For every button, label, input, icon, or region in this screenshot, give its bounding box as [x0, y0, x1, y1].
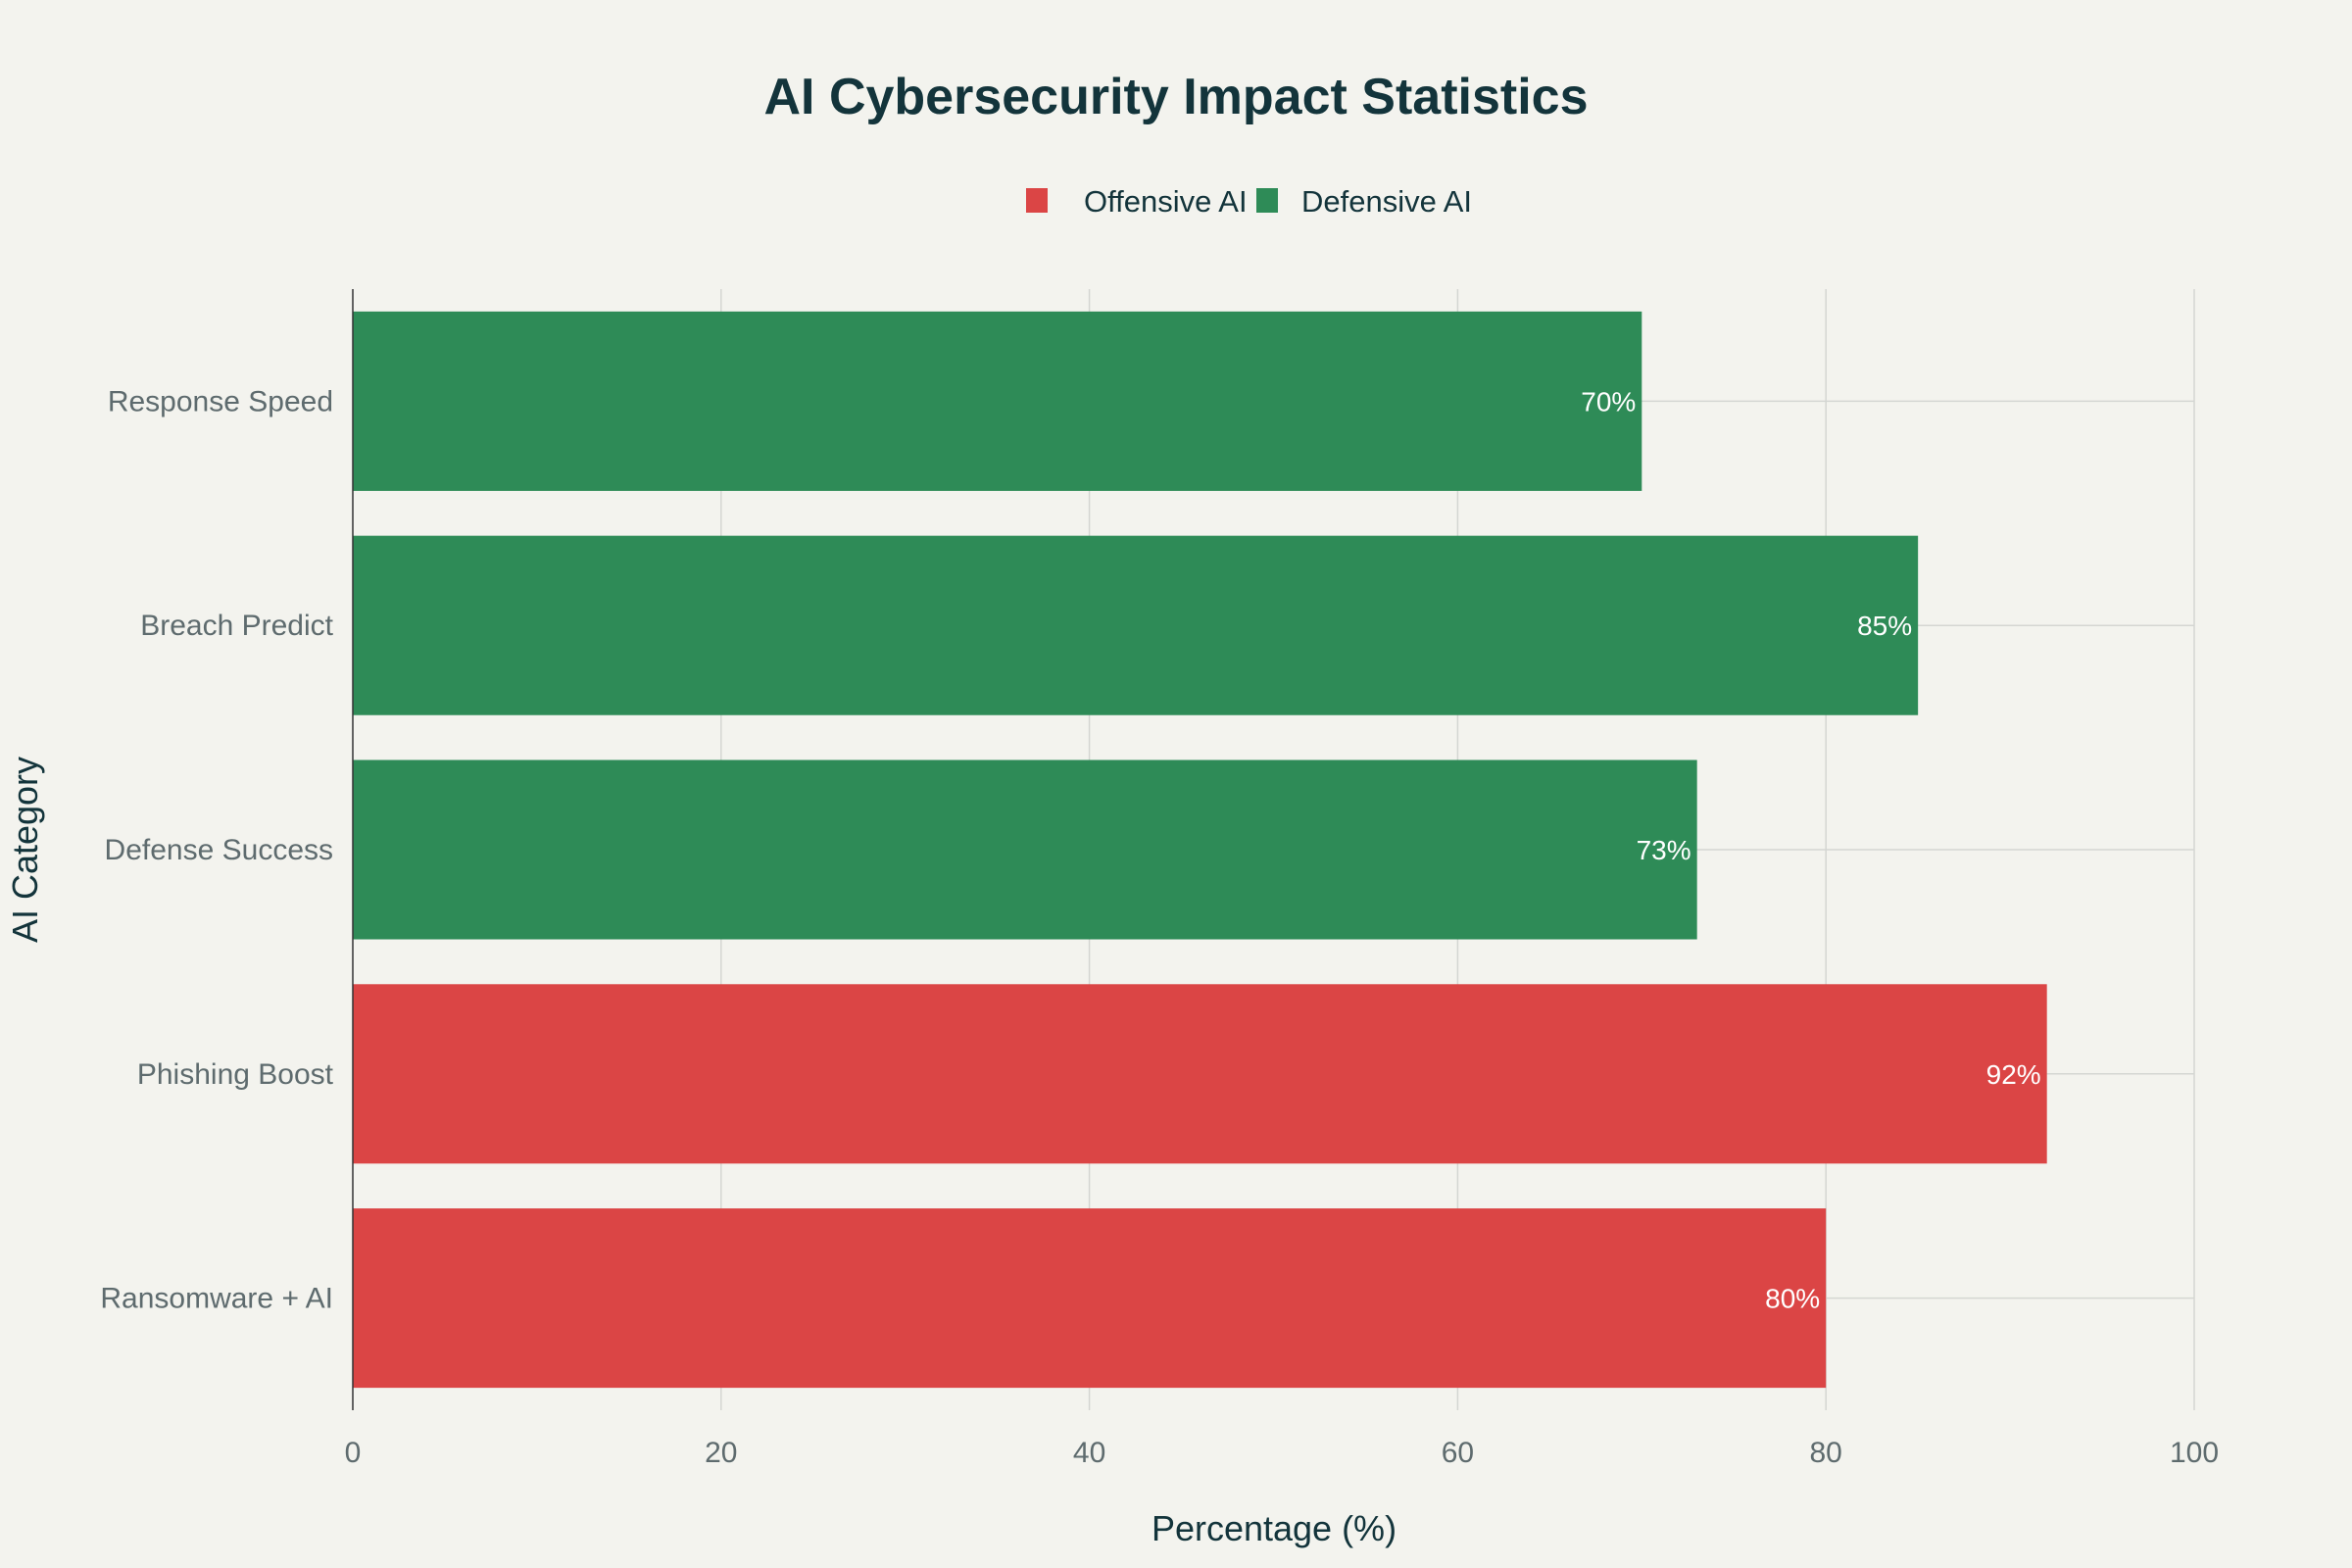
bar[interactable] — [353, 535, 1919, 715]
y-tick-label: Ransomware + AI — [100, 1283, 333, 1315]
bar[interactable] — [353, 760, 1697, 940]
legend-label-defensive: Defensive AI — [1301, 184, 1472, 219]
bar[interactable] — [353, 984, 2047, 1164]
y-axis-label: AI Category — [5, 757, 45, 943]
bar[interactable] — [353, 311, 1642, 491]
x-tick-label: 20 — [705, 1437, 737, 1469]
data-label: 92% — [1986, 1059, 2041, 1090]
legend-swatch-defensive — [1256, 188, 1278, 213]
y-tick-label: Breach Predict — [140, 610, 333, 642]
bar[interactable] — [353, 1208, 1827, 1389]
y-tick-label: Phishing Boost — [137, 1058, 334, 1091]
x-tick-label: 100 — [2170, 1437, 2219, 1469]
x-axis-label: Percentage (%) — [1152, 1508, 1396, 1548]
legend-item-defensive[interactable]: Defensive AI — [1256, 184, 1472, 219]
x-axis-ticks: 0 20 40 60 80 100 — [345, 1437, 2219, 1469]
y-tick-label: Defense Success — [105, 834, 333, 866]
data-label: 80% — [1765, 1284, 1820, 1314]
legend-swatch-offensive — [1026, 188, 1048, 213]
data-label: 85% — [1857, 611, 1912, 641]
x-tick-label: 60 — [1442, 1437, 1474, 1469]
y-axis-ticks: Response Speed Breach Predict Defense Succ… — [100, 385, 333, 1314]
legend-label-offensive: Offensive AI — [1084, 184, 1248, 219]
data-label: 73% — [1637, 835, 1691, 865]
x-tick-label: 0 — [345, 1437, 362, 1469]
bars: 70% 85% 73% 92% 80% — [353, 311, 2047, 1389]
legend-item-offensive[interactable]: Offensive AI — [1026, 184, 1248, 219]
x-tick-label: 40 — [1073, 1437, 1105, 1469]
chart-title: AI Cybersecurity Impact Statistics — [764, 69, 1589, 125]
data-label: 70% — [1581, 386, 1636, 416]
x-tick-label: 80 — [1810, 1437, 1842, 1469]
y-tick-label: Response Speed — [108, 385, 333, 417]
legend: Offensive AI Defensive AI — [1026, 184, 1472, 219]
